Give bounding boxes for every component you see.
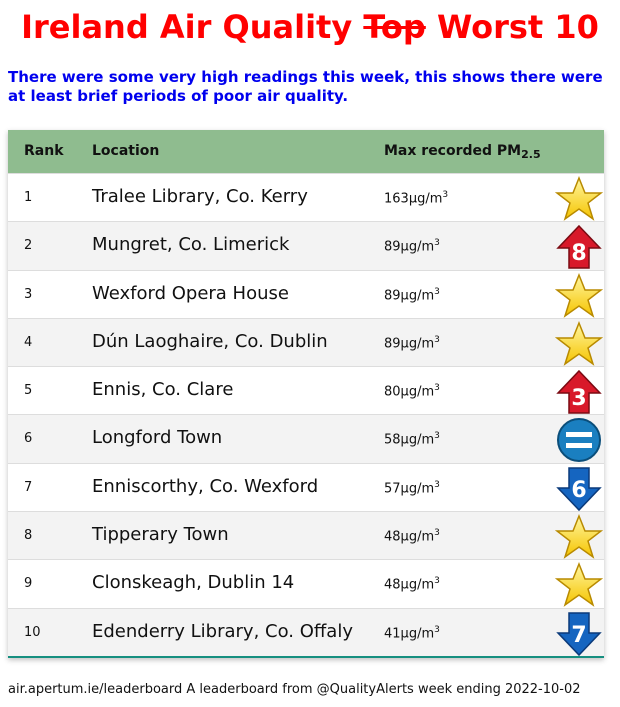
table-row: 4 Dún Laoghaire, Co. Dublin 89µg/m3 bbox=[8, 317, 604, 367]
location-cell: Longford Town bbox=[92, 427, 223, 449]
pm-value-cell: 57µg/m3 bbox=[384, 479, 440, 497]
pm-value-cell: 48µg/m3 bbox=[384, 576, 440, 593]
location-cell: Wexford Opera House bbox=[92, 282, 289, 304]
rank-cell: 9 bbox=[24, 576, 33, 592]
rank-cell: 5 bbox=[24, 383, 33, 399]
star-icon bbox=[554, 175, 604, 222]
header-rank: Rank bbox=[24, 143, 64, 159]
pm-value-cell: 89µg/m3 bbox=[384, 334, 440, 352]
table-row: 3 Wexford Opera House 89µg/m3 bbox=[8, 269, 604, 319]
svg-text:7: 7 bbox=[571, 623, 586, 648]
svg-text:6: 6 bbox=[571, 478, 586, 503]
rank-cell: 8 bbox=[24, 528, 33, 544]
rank-cell: 10 bbox=[24, 624, 41, 640]
table-row: 9 Clonskeagh, Dublin 14 48µg/m3 bbox=[8, 559, 604, 608]
star-icon bbox=[554, 514, 604, 560]
pm-value-cell: 41µg/m3 bbox=[384, 624, 440, 641]
location-cell: Dún Laoghaire, Co. Dublin bbox=[92, 330, 328, 352]
table-row: 2 Mungret, Co. Limerick 89µg/m3 8 bbox=[8, 221, 604, 270]
svg-text:8: 8 bbox=[571, 241, 586, 266]
table-row: 7 Enniscorthy, Co. Wexford 57µg/m3 6 bbox=[8, 462, 604, 512]
title-suffix: Worst 10 bbox=[425, 8, 599, 46]
table-row: 10 Edenderry Library, Co. Offaly 41µg/m3 7 bbox=[8, 607, 604, 657]
pm-value-cell: 89µg/m3 bbox=[384, 238, 440, 255]
footer-text: air.apertum.ie/leaderboard A leaderboard… bbox=[8, 682, 581, 697]
location-cell: Tralee Library, Co. Kerry bbox=[92, 186, 308, 207]
table-row: 8 Tipperary Town 48µg/m3 bbox=[8, 511, 604, 560]
arrow-down-icon: 7 bbox=[555, 611, 603, 657]
svg-text:3: 3 bbox=[571, 386, 586, 411]
title-prefix: Ireland Air Quality bbox=[21, 8, 364, 46]
arrow-up-icon: 3 bbox=[555, 369, 603, 415]
arrow-down-icon: 6 bbox=[555, 466, 603, 512]
header-max: Max recorded PM2.5 bbox=[384, 143, 541, 161]
star-icon bbox=[554, 320, 604, 367]
rank-cell: 6 bbox=[24, 431, 33, 447]
location-cell: Edenderry Library, Co. Offaly bbox=[92, 620, 353, 642]
star-icon bbox=[554, 272, 604, 319]
table-row: 5 Ennis, Co. Clare 80µg/m3 3 bbox=[8, 366, 604, 414]
page-subtitle: There were some very high readings this … bbox=[8, 68, 603, 105]
location-cell: Ennis, Co. Clare bbox=[92, 379, 234, 401]
table-row: 6 Longford Town 58µg/m3 bbox=[8, 414, 604, 463]
pm-value-cell: 89µg/m3 bbox=[384, 286, 440, 303]
table-body: 1 Tralee Library, Co. Kerry 163µg/m3 2 Mungr… bbox=[8, 173, 604, 656]
star-icon bbox=[554, 562, 604, 608]
equal-icon bbox=[555, 417, 603, 463]
rank-cell: 7 bbox=[24, 479, 33, 495]
location-cell: Clonskeagh, Dublin 14 bbox=[92, 572, 295, 594]
table-header: Rank Location Max recorded PM2.5 bbox=[8, 130, 604, 173]
rank-cell: 1 bbox=[24, 190, 33, 205]
location-cell: Tipperary Town bbox=[92, 524, 229, 546]
location-cell: Enniscorthy, Co. Wexford bbox=[92, 475, 319, 497]
rank-cell: 4 bbox=[24, 334, 33, 350]
pm-value-cell: 163µg/m3 bbox=[384, 190, 449, 207]
rank-cell: 3 bbox=[24, 286, 33, 302]
header-location: Location bbox=[92, 143, 160, 159]
pm-value-cell: 80µg/m3 bbox=[384, 383, 440, 400]
location-cell: Mungret, Co. Limerick bbox=[92, 234, 290, 256]
rank-cell: 2 bbox=[24, 238, 33, 254]
pm-value-cell: 48µg/m3 bbox=[384, 528, 440, 545]
page-title: Ireland Air Quality Top Worst 10 bbox=[0, 6, 620, 48]
pm-value-cell: 58µg/m3 bbox=[384, 431, 440, 448]
title-struck-word: Top bbox=[363, 8, 426, 46]
leaderboard-table: Rank Location Max recorded PM2.5 1 Tralee… bbox=[8, 130, 604, 658]
table-row: 1 Tralee Library, Co. Kerry 163µg/m3 bbox=[8, 173, 604, 221]
arrow-up-icon: 8 bbox=[555, 224, 603, 270]
